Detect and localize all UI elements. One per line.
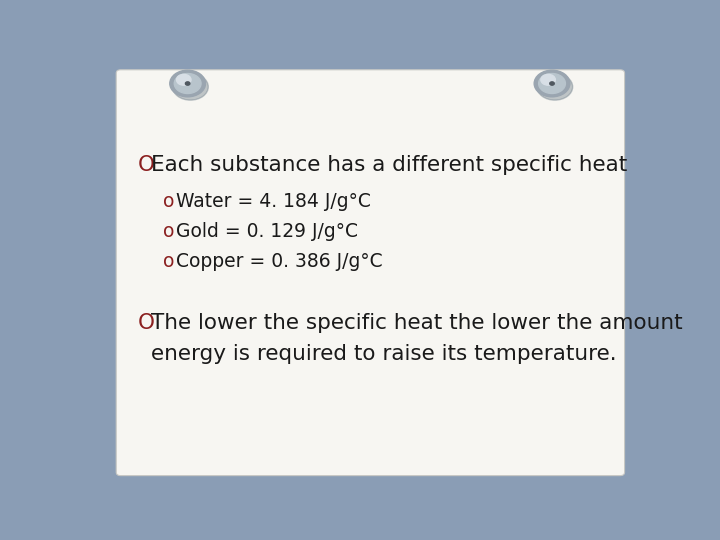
Text: Gold = 0. 129 J/g°C: Gold = 0. 129 J/g°C <box>176 221 359 241</box>
Text: O: O <box>138 313 154 333</box>
Circle shape <box>550 82 554 85</box>
Text: Copper = 0. 386 J/g°C: Copper = 0. 386 J/g°C <box>176 252 383 271</box>
Circle shape <box>541 75 555 85</box>
Circle shape <box>537 73 572 100</box>
Text: o: o <box>163 252 174 271</box>
Circle shape <box>173 73 208 100</box>
Text: The lower the specific heat the lower the amount: The lower the specific heat the lower th… <box>151 313 683 333</box>
Text: Each substance has a different specific heat: Each substance has a different specific … <box>151 154 628 174</box>
Circle shape <box>176 75 191 85</box>
Circle shape <box>170 70 205 97</box>
Circle shape <box>186 82 190 85</box>
Circle shape <box>174 73 201 93</box>
FancyBboxPatch shape <box>116 70 624 476</box>
Text: o: o <box>163 192 174 211</box>
Text: O: O <box>138 154 154 174</box>
Text: Water = 4. 184 J/g°C: Water = 4. 184 J/g°C <box>176 192 372 211</box>
Circle shape <box>539 73 565 93</box>
Text: o: o <box>163 221 174 241</box>
Text: energy is required to raise its temperature.: energy is required to raise its temperat… <box>151 344 617 364</box>
Circle shape <box>534 70 570 97</box>
